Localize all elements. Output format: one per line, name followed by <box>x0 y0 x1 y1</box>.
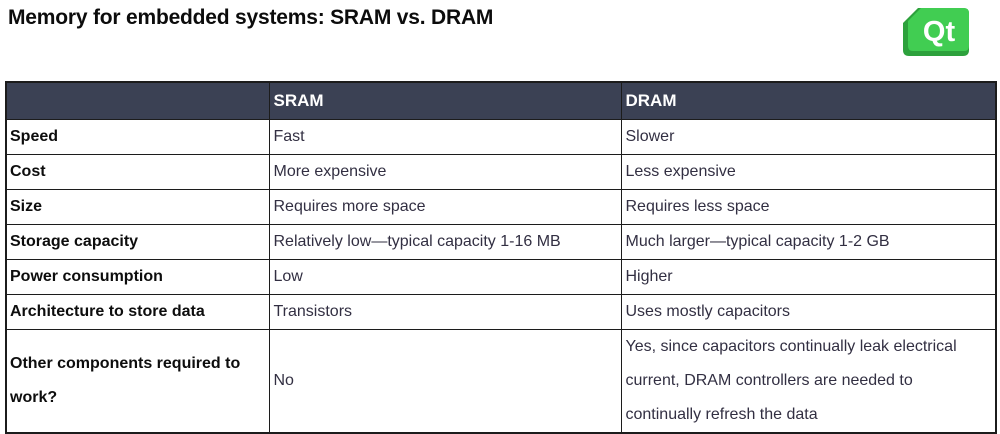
column-header-dram: DRAM <box>620 81 997 120</box>
sram-cell: Low <box>268 259 622 295</box>
dram-cell: Less expensive <box>620 154 997 190</box>
sram-cell: More expensive <box>268 154 622 190</box>
row-label-power-consumption: Power consumption <box>5 259 270 295</box>
table-row: Other components required to work? No Ye… <box>5 328 997 434</box>
header-row: SRAM DRAM <box>5 81 997 120</box>
dram-cell: Uses mostly capacitors <box>620 294 997 330</box>
sram-cell: No <box>268 328 622 434</box>
table-row: Power consumption Low Higher <box>5 259 997 295</box>
qt-logo: Qt <box>902 7 970 57</box>
row-label-cost: Cost <box>5 154 270 190</box>
row-label-size: Size <box>5 189 270 225</box>
table-row: Size Requires more space Requires less s… <box>5 189 997 225</box>
table-row: Storage capacity Relatively low—typical … <box>5 224 997 260</box>
column-header-sram: SRAM <box>268 81 622 120</box>
dram-cell: Requires less space <box>620 189 997 225</box>
sram-cell: Fast <box>268 119 622 155</box>
dram-cell: Slower <box>620 119 997 155</box>
dram-cell: Yes, since capacitors continually leak e… <box>620 328 997 434</box>
table-row: Architecture to store data Transistors U… <box>5 294 997 330</box>
table-row: Speed Fast Slower <box>5 119 997 155</box>
dram-cell: Much larger—typical capacity 1-2 GB <box>620 224 997 260</box>
page-title: Memory for embedded systems: SRAM vs. DR… <box>8 6 494 29</box>
row-label-speed: Speed <box>5 119 270 155</box>
sram-cell: Requires more space <box>268 189 622 225</box>
row-label-architecture: Architecture to store data <box>5 294 270 330</box>
table-row: Cost More expensive Less expensive <box>5 154 997 190</box>
sram-cell: Transistors <box>268 294 622 330</box>
column-header-blank <box>5 81 270 120</box>
row-label-other-components: Other components required to work? <box>5 328 270 434</box>
qt-logo-text: Qt <box>923 16 956 48</box>
comparison-table: SRAM DRAM Speed Fast Slower Cost More ex… <box>5 81 997 434</box>
qt-logo-icon: Qt <box>903 8 969 56</box>
row-label-storage-capacity: Storage capacity <box>5 224 270 260</box>
dram-cell: Higher <box>620 259 997 295</box>
sram-cell: Relatively low—typical capacity 1-16 MB <box>268 224 622 260</box>
